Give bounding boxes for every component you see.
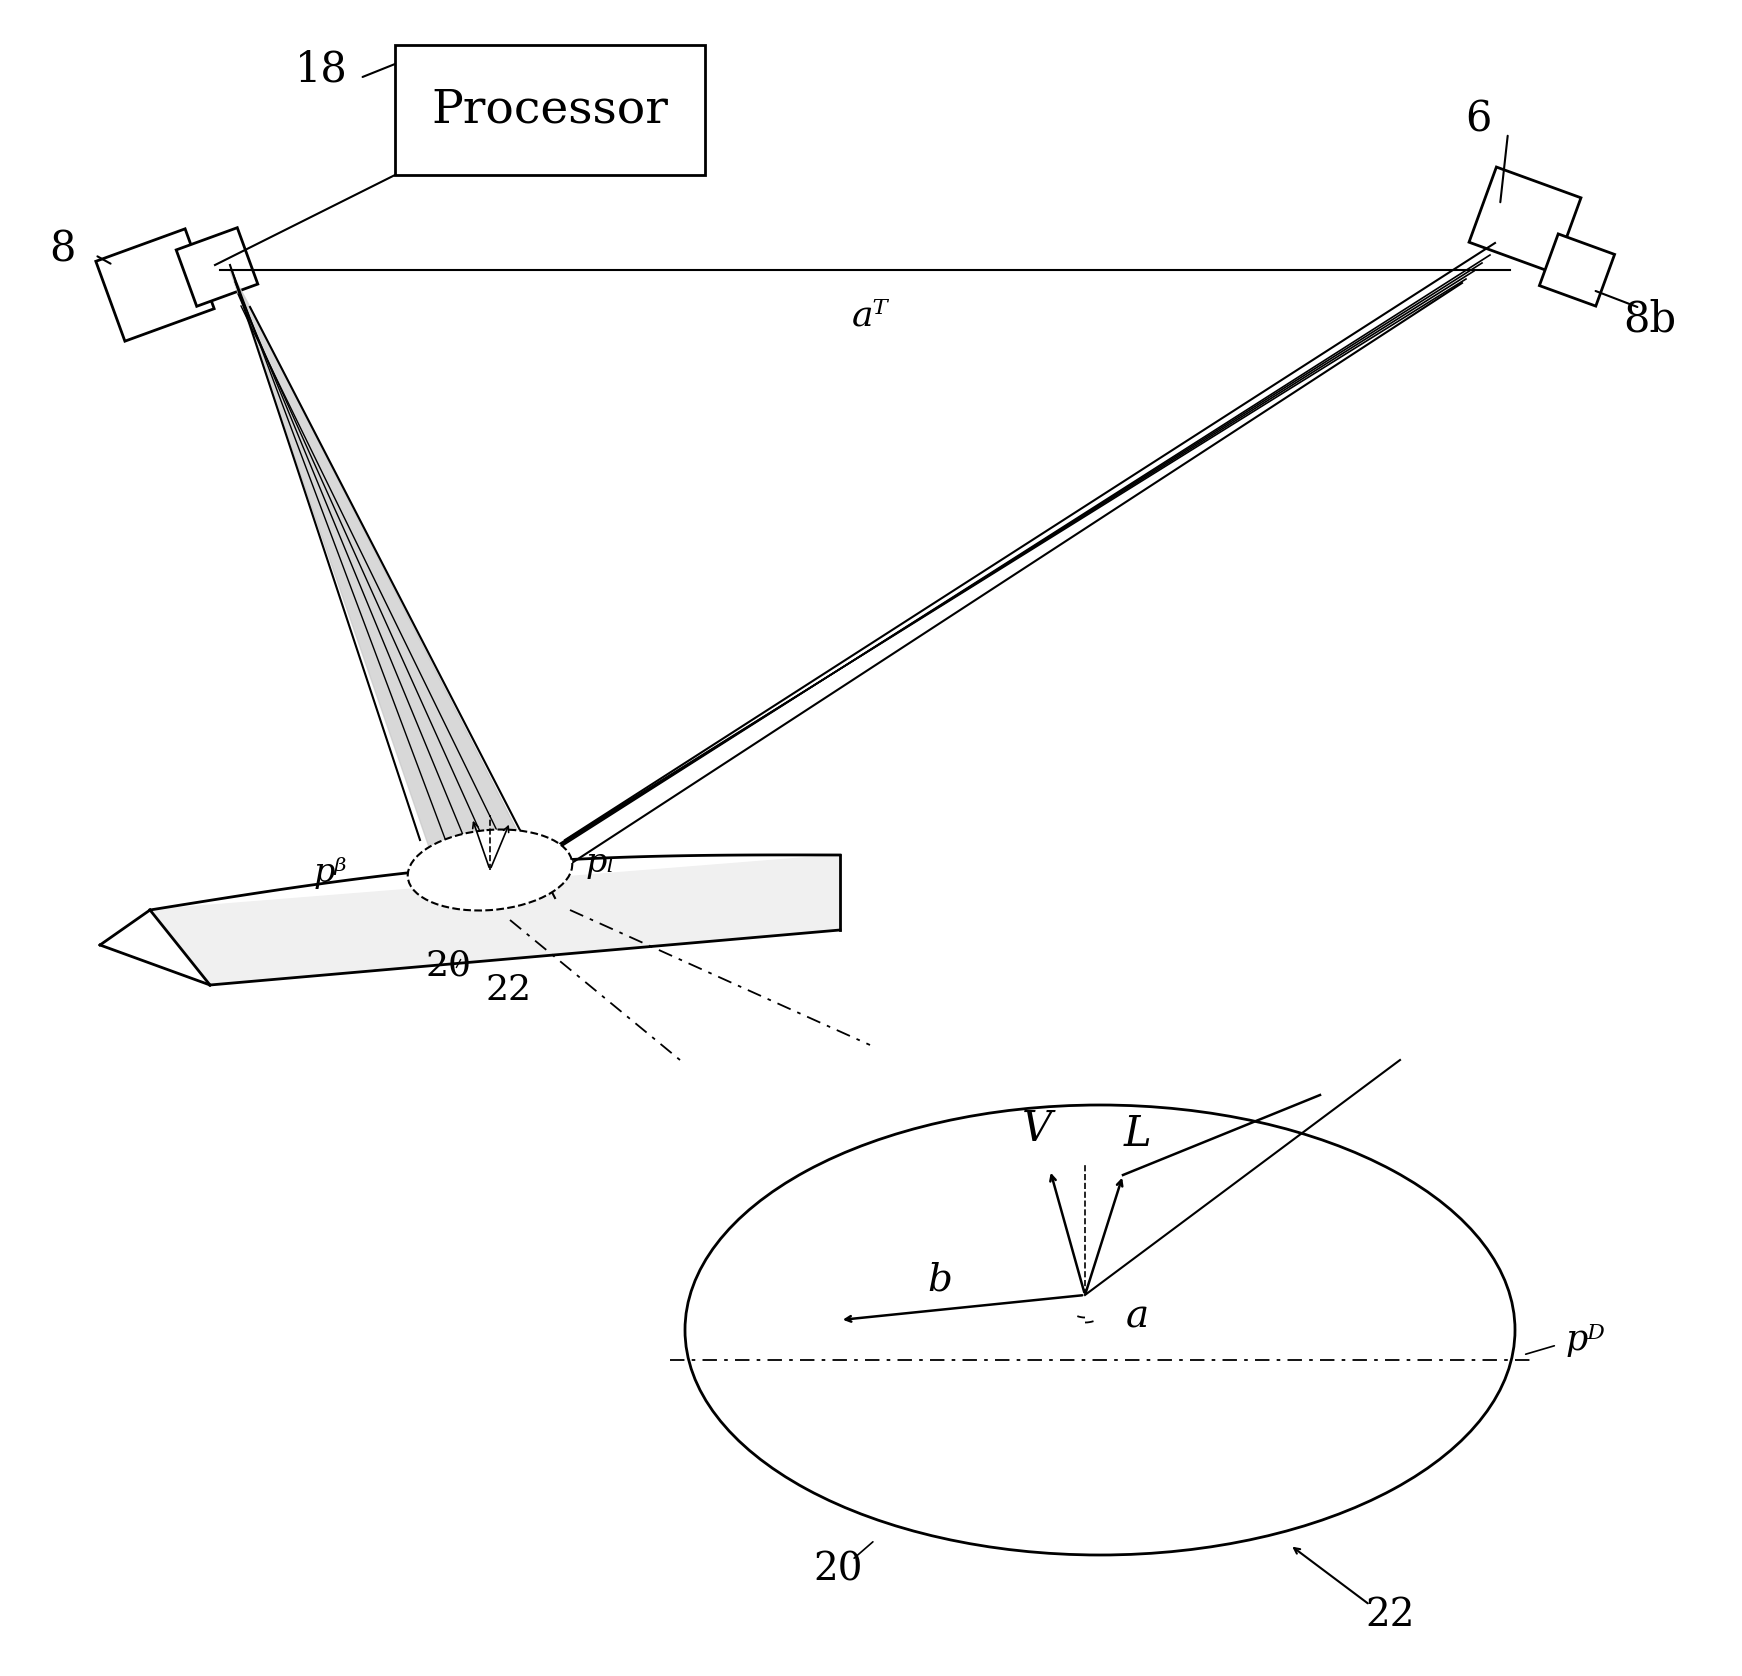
Text: 20: 20 [814,1552,862,1589]
Text: 6: 6 [1465,99,1491,141]
Bar [1469,168,1582,273]
Text: 22: 22 [1366,1597,1415,1634]
Polygon shape [150,855,840,985]
Ellipse shape [408,830,573,910]
Text: pᵝ: pᵝ [314,856,347,888]
Bar [1540,235,1615,307]
Text: V: V [1023,1108,1052,1150]
Text: 20: 20 [425,949,470,982]
Text: aᵀ: aᵀ [852,298,888,332]
Ellipse shape [685,1104,1516,1555]
Text: 8: 8 [49,230,75,272]
Polygon shape [230,270,550,895]
Text: 8b: 8b [1624,298,1676,340]
Text: 18: 18 [294,49,348,91]
Bar [176,228,258,307]
Bar [96,230,214,342]
Bar [395,45,706,174]
Text: pₗ: pₗ [585,846,615,878]
Text: Processor: Processor [432,87,669,132]
Text: b: b [927,1262,953,1299]
Text: a: a [1125,1299,1148,1336]
Text: pᴰ: pᴰ [1564,1322,1604,1358]
Text: L: L [1124,1113,1151,1155]
Text: 22: 22 [484,974,531,1007]
